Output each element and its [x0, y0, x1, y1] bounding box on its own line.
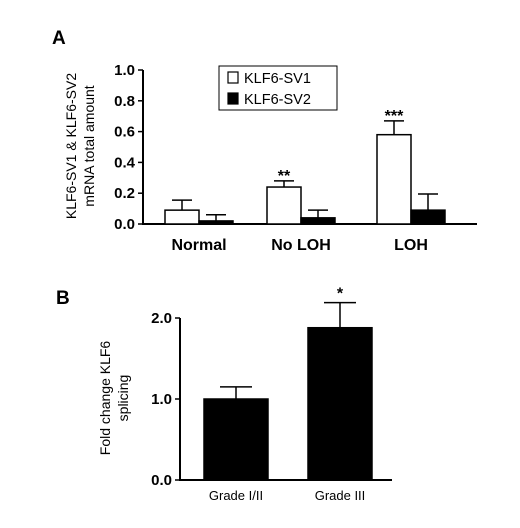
panel-b-significance: *: [337, 286, 344, 303]
panel-a-bar-sv1: [164, 209, 200, 225]
panel-a-letter: A: [52, 28, 66, 49]
panel-a-ytick-label: 0.4: [114, 154, 136, 171]
panel-a-category-label: LOH: [394, 237, 428, 254]
panel-a-category-label: No LOH: [271, 237, 331, 254]
legend-swatch-sv2: [227, 92, 239, 105]
panel-a-bar-sv2: [410, 209, 446, 225]
panel-b-categories: Grade I/II Grade III: [209, 488, 365, 503]
panel-a-significance: *****: [278, 108, 404, 185]
panel-a-significance-mark: ***: [385, 108, 404, 125]
panel-b-significance-mark: *: [337, 286, 344, 303]
panel-b-ylabel-line1: Fold change KLF6: [97, 341, 113, 456]
panel-a-ytick-label: 1.0: [114, 62, 135, 79]
panel-b-letter: B: [56, 288, 70, 309]
panel-b-ytick-label: 1.0: [151, 391, 172, 408]
panel-a-ylabel-line1: KLF6-SV1 & KLF6-SV2: [63, 73, 79, 220]
panel-a-bars: [164, 120, 446, 225]
legend-label-sv1: KLF6-SV1: [244, 71, 311, 87]
panel-a-bar-sv2: [198, 220, 234, 225]
panel-a-ylabel: KLF6-SV1 & KLF6-SV2 mRNA total amount: [63, 73, 97, 220]
panel-a-legend: KLF6-SV1 KLF6-SV2: [218, 65, 338, 111]
panel-a-categories: Normal No LOH LOH: [171, 237, 427, 254]
panel-b-ytick-label: 0.0: [151, 472, 172, 489]
panel-a-ytick-label: 0.0: [114, 216, 135, 233]
panel-a-ylabel-line2: mRNA total amount: [81, 85, 97, 206]
panel-b-ylabel-line2: splicing: [115, 375, 131, 422]
panel-b-ylabel: Fold change KLF6 splicing: [97, 341, 131, 456]
panel-b-ytick-label: 2.0: [151, 310, 172, 327]
panel-b-category-label: Grade I/II: [209, 488, 263, 503]
legend-swatch-sv1: [227, 71, 239, 84]
panel-b-bar: [203, 398, 269, 481]
legend-frame: [218, 65, 338, 111]
panel-a-ytick-label: 0.2: [114, 185, 135, 202]
panel-b-category-label: Grade III: [315, 488, 366, 503]
panel-a-ytick-label: 0.6: [114, 124, 135, 141]
panel-b-ticks: 0.0 1.0 2.0: [151, 310, 180, 489]
panel-a-bar-sv1: [376, 133, 412, 225]
panel-a-bar-sv2: [300, 217, 336, 225]
panel-a-bar-sv1: [266, 186, 302, 225]
panel-b-bars: [203, 301, 373, 481]
panel-b-bar: [307, 326, 373, 481]
panel-a-ytick-label: 0.8: [114, 93, 135, 110]
panel-a-significance-mark: **: [278, 168, 291, 185]
panel-a-category-label: Normal: [171, 237, 226, 254]
panel-a-ticks: 0.0 0.2 0.4 0.6 0.8 1.0: [114, 62, 143, 233]
legend-label-sv2: KLF6-SV2: [244, 92, 311, 108]
